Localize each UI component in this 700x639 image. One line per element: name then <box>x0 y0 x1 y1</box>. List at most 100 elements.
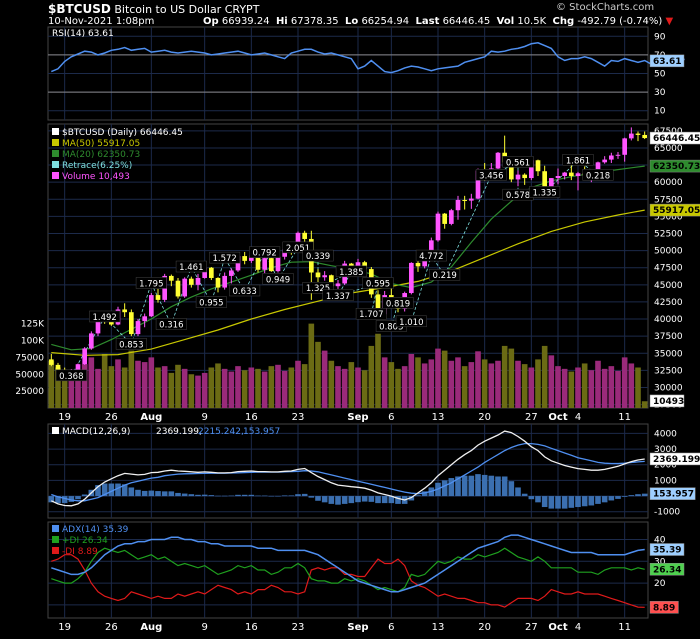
volume-bar <box>248 367 255 408</box>
volume-bar <box>481 359 488 408</box>
macd-hist-bar <box>188 494 195 497</box>
volume-bar <box>261 371 268 408</box>
volume-bar <box>128 350 135 408</box>
volume-bar <box>288 367 295 408</box>
price-y-tick: 30000 <box>654 383 683 393</box>
retrace-label-bg <box>175 260 207 273</box>
macd-hist-bar <box>581 496 588 507</box>
macd-hist-bar <box>341 496 348 504</box>
volume-bar <box>395 368 401 408</box>
x-axis-label: Oct <box>548 622 567 633</box>
retrace-label: 1.010 <box>399 318 423 328</box>
macd-hist-bar <box>635 494 641 497</box>
exchange: CRYPT <box>224 3 260 16</box>
volume-bar <box>141 362 148 408</box>
macd-hist-bar <box>101 483 108 497</box>
macd-hist-bar <box>328 496 335 504</box>
volume-bar <box>148 357 155 408</box>
macd-line <box>51 430 645 507</box>
macd-hist-bar <box>115 483 121 497</box>
macd-hist-bar <box>448 478 455 497</box>
volume-bar <box>615 370 621 408</box>
retrace-label: 0.595 <box>366 279 390 289</box>
volume-bar <box>101 354 108 408</box>
volume-bar <box>155 367 161 408</box>
candle-body <box>129 312 134 335</box>
x-axis-label: 20 <box>478 622 491 633</box>
volume-bar <box>315 341 321 408</box>
volume-bar <box>568 371 575 408</box>
retrace-label: 0.218 <box>586 171 610 181</box>
volume-bar <box>275 364 281 408</box>
macd-hist-bar <box>368 496 375 502</box>
x-axis-label: 4 <box>575 412 581 423</box>
macd-hist-bar <box>468 475 475 497</box>
x-axis-label: 19 <box>58 622 71 633</box>
volume-bar <box>335 366 341 408</box>
volume-bar <box>235 366 241 408</box>
symbol: $BTCUSD <box>48 2 111 16</box>
x-axis-label: 20 <box>478 412 491 423</box>
retrace-label: 0.955 <box>199 299 223 309</box>
candle-body <box>149 295 154 317</box>
price-value-tag-0: 66446.45 <box>653 134 700 144</box>
retrace-label: 0.805 <box>379 323 403 333</box>
candle-body <box>255 255 261 270</box>
high-label: Hi <box>275 16 288 27</box>
volume-bar <box>188 374 195 408</box>
volume-bar <box>641 401 648 408</box>
retrace-label: 0.792 <box>252 249 276 259</box>
candle-body <box>122 309 127 313</box>
x-axis-label: 16 <box>245 412 258 423</box>
macd-hist-bar <box>108 483 115 497</box>
price-value-tag-0-bg <box>649 131 700 145</box>
adx-legend-stack-swatch-0 <box>52 525 59 532</box>
candle-body <box>595 162 601 172</box>
volume-bar <box>195 375 201 408</box>
retrace-label: 0.949 <box>266 275 290 285</box>
rsi-y-tick: 90 <box>654 32 666 42</box>
volume-bar <box>81 364 88 408</box>
volume-bar <box>348 362 355 408</box>
candle-body <box>249 255 254 261</box>
rsi-line <box>51 42 685 74</box>
macd-hist-bar <box>68 496 75 502</box>
candle-body <box>422 257 427 267</box>
price-value-tag-1: 62350.73 <box>653 162 700 172</box>
adx-y-tick: 30 <box>654 557 666 567</box>
retrace-label: 0.316 <box>159 321 183 331</box>
volume-bar <box>161 366 168 408</box>
volume-bar <box>421 363 428 408</box>
rsi-title: RSI(14) 63.61 <box>52 29 114 39</box>
volume-bar <box>48 360 55 408</box>
macd-hist-bar <box>248 494 255 497</box>
retrace-label-bg <box>562 154 594 166</box>
mdi-value-tag: 8.89 <box>653 603 675 613</box>
volume-value-tag-bg <box>649 394 685 408</box>
volume-bar <box>561 368 568 408</box>
retrace-label: 1.861 <box>566 156 590 166</box>
volume-bar <box>381 357 388 408</box>
volume-bar <box>375 333 381 408</box>
retrace-label-bg <box>155 318 187 330</box>
last-label: Last <box>415 16 440 27</box>
macd-hist-bar <box>128 487 135 497</box>
macd-legend-swatch-0 <box>52 427 59 434</box>
retrace-label: 0.819 <box>386 299 410 309</box>
macd-y-tick: 4000 <box>654 429 677 439</box>
macd-hist-bar <box>161 491 168 497</box>
adx-plus-di-line <box>51 547 645 593</box>
volume-bar <box>281 370 288 408</box>
candle-body <box>435 213 441 241</box>
volume-bar <box>368 345 375 408</box>
retrace-label: 3.456 <box>479 171 503 181</box>
macd-hist-bar <box>235 494 241 497</box>
price-value-tag-1-bg <box>649 159 700 173</box>
price-legend-label-2: MA(20) 62350.73 <box>62 150 140 160</box>
chg-label: Chg <box>552 16 575 27</box>
volume-bar <box>555 366 561 408</box>
macd-hist-bar <box>288 495 295 497</box>
retrace-label-bg <box>302 249 334 262</box>
candle-body <box>549 178 554 194</box>
macd-hist-bar <box>261 495 268 497</box>
